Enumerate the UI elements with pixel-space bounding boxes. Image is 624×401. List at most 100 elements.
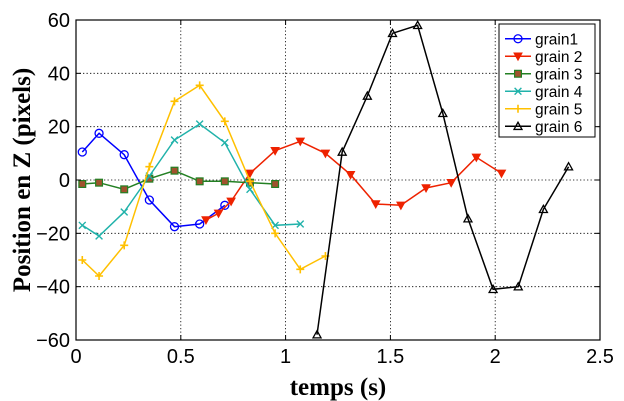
legend-item: grain1	[505, 31, 578, 48]
data-point	[78, 221, 87, 230]
data-point	[437, 107, 448, 118]
data-point	[120, 241, 129, 250]
data-point	[95, 178, 104, 187]
legend-label: grain 5	[535, 101, 582, 118]
legend-item: grain 5	[505, 101, 582, 118]
series-2	[201, 137, 507, 226]
series-1	[77, 128, 230, 232]
data-point	[170, 166, 179, 175]
data-point	[513, 34, 523, 44]
data-point	[201, 216, 211, 226]
data-point	[245, 169, 255, 179]
data-point	[487, 283, 499, 294]
data-point	[213, 209, 224, 219]
data-point	[471, 153, 482, 163]
y-tick-label: −60	[36, 330, 70, 352]
legend-item: grain 3	[505, 66, 582, 83]
data-point	[412, 19, 423, 30]
series-6	[311, 19, 574, 339]
data-point	[220, 177, 229, 186]
y-tick-label: 40	[48, 63, 70, 85]
x-tick-label: 0	[70, 346, 81, 368]
data-point	[513, 281, 524, 291]
series-line	[205, 140, 502, 221]
data-point	[271, 229, 280, 238]
data-point	[95, 232, 103, 240]
data-point	[195, 120, 204, 128]
data-point	[94, 128, 104, 138]
data-point	[169, 222, 180, 232]
data-point	[145, 162, 154, 171]
data-point	[220, 117, 229, 126]
y-tick-label: 60	[48, 10, 70, 32]
data-point	[226, 197, 236, 207]
data-point	[95, 272, 104, 280]
data-point	[362, 90, 373, 100]
data-point	[396, 201, 406, 211]
data-point	[77, 147, 87, 157]
data-point	[120, 208, 129, 216]
data-point	[462, 213, 474, 223]
data-point	[512, 120, 524, 131]
legend-label: grain 6	[535, 119, 582, 136]
data-point	[311, 329, 323, 339]
data-point	[170, 136, 179, 144]
data-point	[271, 180, 280, 189]
data-point	[119, 150, 129, 160]
x-tick-label: 2	[490, 346, 501, 368]
grid	[76, 20, 600, 340]
series-layer	[77, 19, 574, 339]
series-3	[78, 166, 280, 194]
data-point	[345, 170, 356, 180]
data-point	[513, 52, 523, 62]
y-tick-label: −40	[36, 277, 70, 299]
legend-label: grain 4	[535, 84, 583, 101]
data-point	[170, 97, 179, 106]
data-point	[120, 185, 129, 194]
legend-item: grain 4	[505, 84, 583, 101]
data-point	[446, 178, 457, 188]
data-point	[421, 184, 431, 194]
data-point	[220, 200, 230, 210]
data-point	[195, 81, 204, 90]
x-axis-title: temps (s)	[290, 374, 387, 401]
data-point	[513, 69, 522, 78]
legend-item: grain 2	[505, 49, 582, 66]
legend-label: grain 3	[535, 66, 582, 83]
data-point	[387, 27, 398, 38]
data-point	[514, 87, 522, 96]
data-point	[370, 200, 381, 210]
data-point	[220, 138, 229, 147]
x-tick-label: 1	[280, 346, 291, 368]
data-point	[337, 146, 348, 156]
x-tick-label: 1.5	[376, 346, 404, 368]
legend-item: grain 6	[505, 119, 582, 136]
x-tick-label: 0.5	[167, 346, 195, 368]
data-point	[144, 195, 155, 205]
legend-label: grain1	[535, 31, 578, 48]
data-point	[295, 137, 306, 147]
series-5	[78, 81, 330, 280]
data-point	[195, 219, 205, 229]
data-point	[296, 265, 305, 274]
data-point	[296, 220, 305, 228]
data-point	[514, 104, 522, 113]
data-point	[78, 180, 87, 189]
data-point	[538, 203, 549, 214]
series-line	[316, 24, 570, 335]
data-point	[563, 161, 574, 171]
x-tick-label: 2.5	[586, 346, 614, 368]
data-point	[78, 256, 87, 264]
legend-label: grain 2	[535, 49, 582, 66]
data-point	[195, 177, 204, 186]
data-point	[245, 177, 254, 186]
y-tick-label: 20	[48, 117, 70, 139]
y-axis-title: Position en Z (pixels)	[9, 68, 36, 292]
y-tick-label: 0	[59, 170, 70, 192]
y-tick-label: −20	[36, 223, 70, 245]
series-line	[81, 132, 226, 228]
axis-ticks: 0 0.5 1 1.5 2 2.5 −60 −40 −20 0 20 40 60	[36, 10, 614, 368]
legend-box	[498, 23, 596, 138]
